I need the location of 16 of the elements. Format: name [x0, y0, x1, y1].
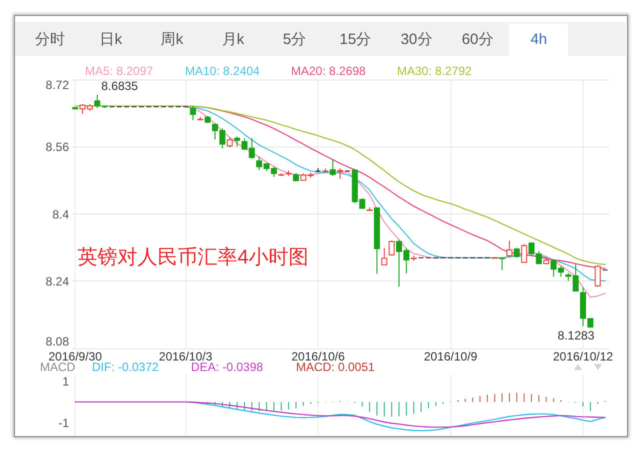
annotation: 8.6835 — [101, 78, 138, 93]
y-tick-label: 8.24 — [46, 274, 70, 288]
text: MA5: 8.2097 — [85, 64, 154, 78]
text: MA30: 8.2792 — [397, 64, 472, 78]
y-tick-label: 8.08 — [46, 334, 70, 348]
y-tick-label: 8.72 — [46, 78, 70, 92]
text: MA20: 8.2698 — [291, 64, 366, 78]
y-tick-label: 8.4 — [52, 207, 70, 222]
annotation: 8.1283 — [558, 328, 595, 343]
x-tick-label: 2016/10/12 — [552, 350, 614, 364]
y-tick-label: 8.56 — [46, 140, 70, 154]
text: 英镑对人民币汇率4小时图 — [78, 246, 309, 268]
text: MA10: 8.2404 — [185, 64, 260, 78]
x-tick-label: 2016/10/9 — [424, 350, 478, 364]
y-tick-label: -1 — [58, 416, 70, 430]
y-tick-label: 1 — [62, 374, 70, 389]
